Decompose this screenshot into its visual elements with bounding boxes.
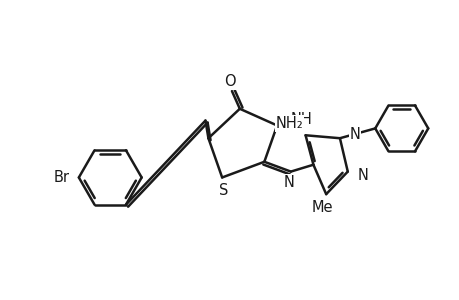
Text: N: N [283, 175, 294, 190]
Text: O: O [224, 74, 235, 89]
Text: N: N [349, 127, 360, 142]
Text: NH: NH [290, 112, 312, 127]
Text: Me: Me [311, 200, 332, 215]
Text: N: N [357, 168, 368, 183]
Text: NH₂: NH₂ [275, 116, 303, 131]
Text: S: S [219, 183, 228, 198]
Text: Br: Br [53, 170, 69, 185]
